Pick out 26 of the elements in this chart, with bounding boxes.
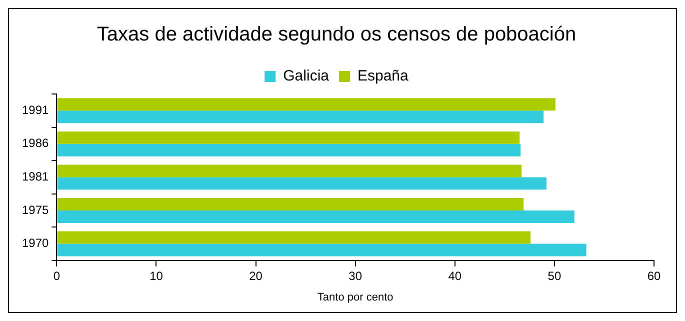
x-tick-label: 60 [647, 268, 661, 283]
y-tick-label: 1970 [22, 236, 50, 250]
bar [57, 131, 520, 144]
bar [57, 144, 521, 156]
bar [57, 210, 574, 223]
y-tick-label: 1986 [22, 136, 50, 150]
legend-label: Galicia [283, 68, 330, 85]
x-axis-title: Tanto por cento [317, 291, 394, 304]
bar [57, 110, 544, 124]
bar [57, 231, 531, 244]
bar [57, 198, 524, 210]
bar [57, 244, 586, 256]
y-tick-label: 1975 [22, 202, 50, 217]
y-tick-label: 1991 [22, 102, 50, 117]
bar [57, 164, 522, 178]
x-tick-label: 40 [448, 268, 462, 283]
x-tick-label: 20 [249, 268, 263, 283]
x-tick-label: 10 [150, 268, 164, 283]
x-tick-label: 30 [348, 268, 362, 283]
legend-label: España [357, 68, 410, 85]
bar [57, 98, 556, 111]
y-tick-label: 1981 [22, 170, 50, 184]
chart-title: Taxas de actividade segundo os censos de poboación [96, 24, 576, 46]
x-tick-label: 0 [53, 268, 60, 283]
x-tick-label: 50 [548, 268, 562, 283]
bar [57, 177, 546, 190]
